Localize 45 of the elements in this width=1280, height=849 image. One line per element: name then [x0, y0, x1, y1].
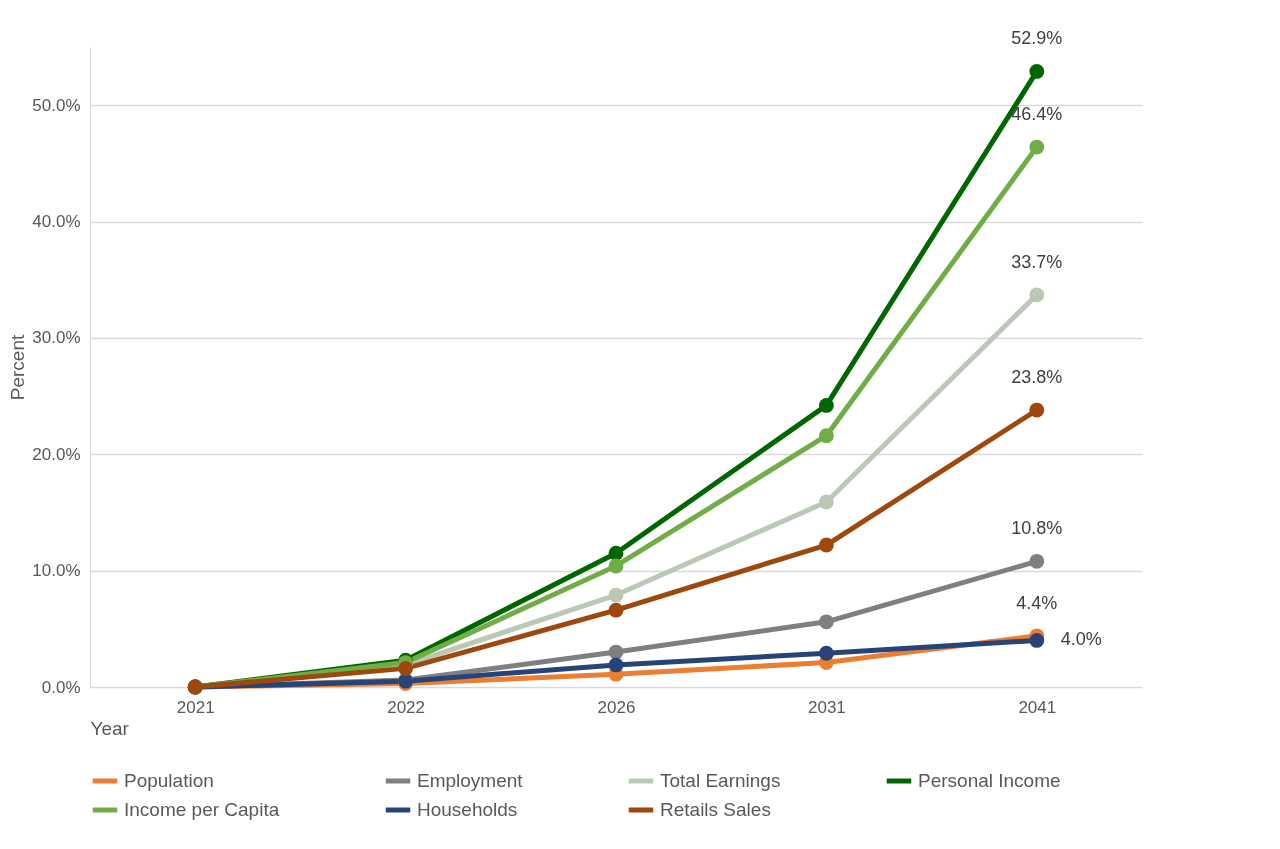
data-label: 52.9%: [1011, 28, 1063, 49]
point: [1029, 633, 1045, 648]
data-label: 4.0%: [1060, 629, 1102, 650]
point: [818, 398, 834, 413]
data-label: 10.8%: [1011, 518, 1063, 539]
data-label: 4.4%: [1016, 592, 1058, 613]
legend-label: Retails Sales: [660, 799, 771, 820]
legend-label: Total Earnings: [660, 770, 781, 791]
point: [608, 657, 624, 673]
y-tick-label: 50.0%: [32, 95, 81, 115]
point: [608, 558, 624, 574]
point: [818, 645, 834, 661]
point: [1029, 64, 1045, 79]
data-label: 46.4%: [1011, 104, 1063, 125]
point: [608, 545, 624, 561]
x-tick-label: 2026: [597, 697, 636, 717]
x-tick-label: 2041: [1018, 697, 1057, 717]
y-tick-label: 0.0%: [41, 677, 81, 697]
x-tick-label: 2022: [387, 697, 426, 717]
point: [818, 428, 834, 444]
point: [608, 602, 624, 618]
point: [1029, 287, 1045, 303]
point: [1029, 139, 1045, 155]
point: [1029, 402, 1045, 418]
point: [608, 644, 624, 660]
legend-label: Households: [417, 799, 518, 820]
y-tick-label: 20.0%: [32, 444, 81, 464]
y-tick-label: 10.0%: [32, 561, 81, 581]
x-tick-label: 2021: [176, 697, 215, 717]
legend-label: Income per Capita: [124, 799, 280, 820]
legend-label: Population: [124, 770, 214, 791]
point: [608, 587, 624, 603]
point: [1029, 553, 1045, 569]
data-label: 23.8%: [1011, 367, 1063, 388]
data-label: 33.7%: [1011, 251, 1063, 272]
x-axis-title: Year: [90, 717, 130, 739]
y-tick-label: 30.0%: [32, 328, 81, 348]
legend-label: Personal Income: [918, 770, 1061, 791]
y-axis-title: Percent: [7, 334, 29, 401]
point: [818, 494, 834, 510]
y-tick-label: 40.0%: [32, 212, 81, 232]
point: [818, 614, 834, 630]
x-tick-label: 2031: [807, 697, 846, 717]
point: [818, 537, 834, 553]
legend-label: Employment: [417, 770, 524, 791]
